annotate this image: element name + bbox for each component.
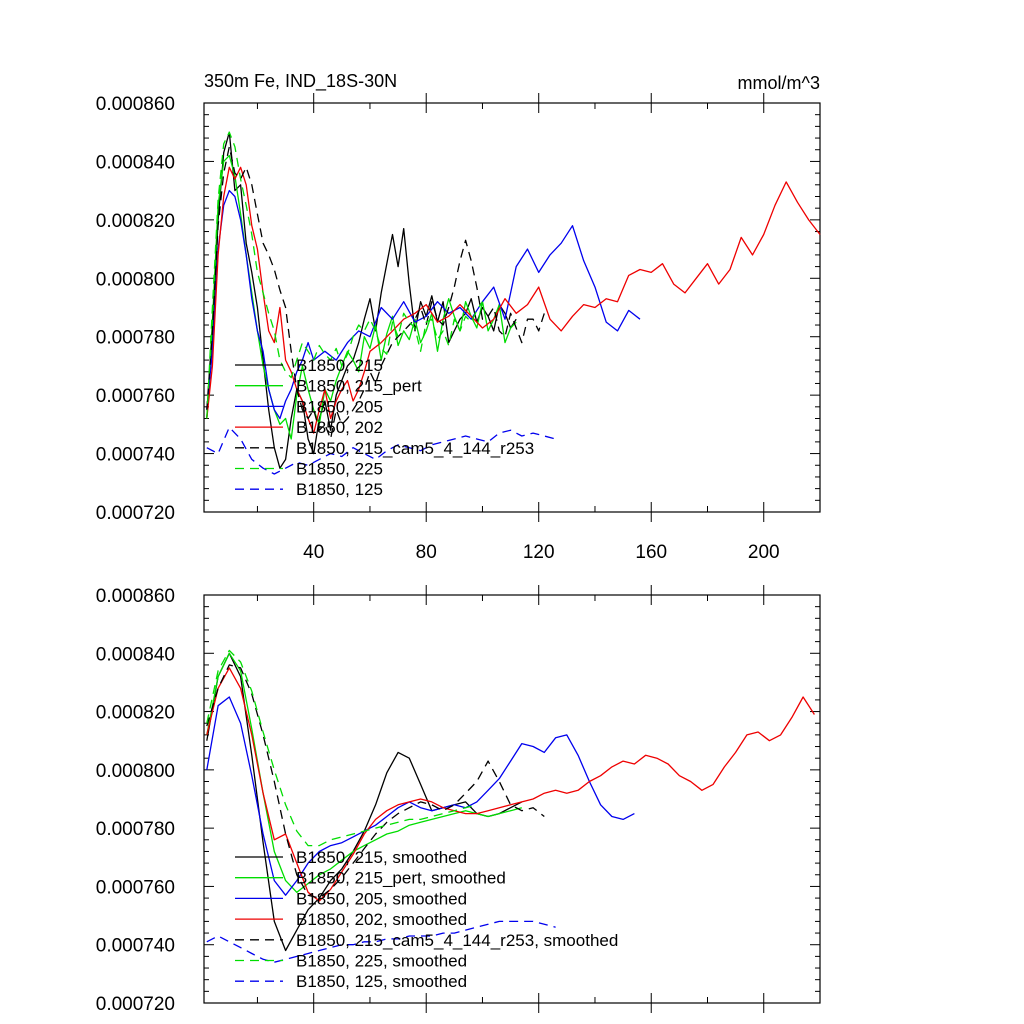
x-tick-label: 200 (748, 542, 780, 563)
series-line-3 (206, 696, 635, 896)
legend-label: B1850, 202 (296, 418, 383, 437)
x-tick-label: 40 (303, 542, 324, 563)
y-tick-label: 0.000820 (96, 703, 175, 724)
legend-label: B1850, 205, smoothed (296, 889, 467, 908)
y-tick-label: 0.000840 (96, 644, 175, 665)
series-line-7 (206, 426, 556, 475)
legend-label: B1850, 225 (296, 460, 383, 479)
y-tick-label: 0.000800 (96, 761, 175, 782)
chart-panel-1: 0.000720 0.000740 0.000760 0.000780 0.000800… (96, 71, 821, 563)
y-tick-label: 0.000740 (96, 445, 175, 466)
legend-label: B1850, 205 (296, 397, 383, 416)
series-line-5 (206, 146, 545, 440)
legend-label: B1850, 202, smoothed (296, 910, 467, 929)
series-line-5 (206, 664, 545, 899)
y-tick-label: 0.000720 (96, 994, 175, 1015)
y-tick-label: 0.000840 (96, 152, 175, 173)
series-line-4 (206, 166, 821, 434)
units-label: mmol/m^3 (738, 73, 820, 93)
chart-title-left: 350m Fe, IND_18S-30N (204, 71, 397, 92)
series-line-6 (206, 649, 477, 847)
y-tick-label: 0.000820 (96, 211, 175, 232)
legend-label: B1850, 215_pert (296, 377, 422, 396)
x-tick-label: 120 (523, 542, 555, 563)
x-tick-label: 160 (635, 542, 667, 563)
series-line-2 (206, 154, 517, 440)
y-tick-label: 0.000780 (96, 819, 175, 840)
y-tick-label: 0.000760 (96, 386, 175, 407)
plot-frame (203, 102, 821, 513)
y-tick-label: 0.000760 (96, 877, 175, 898)
plot-frame (203, 594, 821, 1004)
y-tick-label: 0.000860 (96, 586, 175, 607)
y-tick-label: 0.000860 (96, 94, 175, 115)
legend-label: B1850, 215_cam5_4_144_r253 (296, 439, 534, 458)
legend: B1850, 215, smoothed B1850, 215_pert, smo… (235, 848, 618, 991)
series-line-3 (206, 189, 641, 420)
legend-label: B1850, 215, smoothed (296, 848, 467, 867)
y-tick-label: 0.000800 (96, 269, 175, 290)
chart-panel-2: 0.000720 0.000740 0.000760 0.000780 0.000800… (96, 585, 821, 1015)
y-tick-label: 0.000780 (96, 328, 175, 349)
legend-label: B1850, 215_cam5_4_144_r253, smoothed (296, 931, 618, 950)
series-line-1 (206, 131, 517, 469)
legend-label: B1850, 225, smoothed (296, 952, 467, 971)
y-tick-label: 0.000720 (96, 503, 175, 524)
series-line-7 (206, 920, 556, 963)
series-line-4 (206, 667, 815, 902)
legend-label: B1850, 215_pert, smoothed (296, 869, 506, 888)
legend-label: B1850, 125 (296, 480, 383, 499)
legend-label: B1850, 125, smoothed (296, 972, 467, 991)
x-tick-label: 80 (416, 542, 437, 563)
y-tick-label: 0.000740 (96, 936, 175, 957)
legend-label: B1850, 215 (296, 356, 383, 375)
